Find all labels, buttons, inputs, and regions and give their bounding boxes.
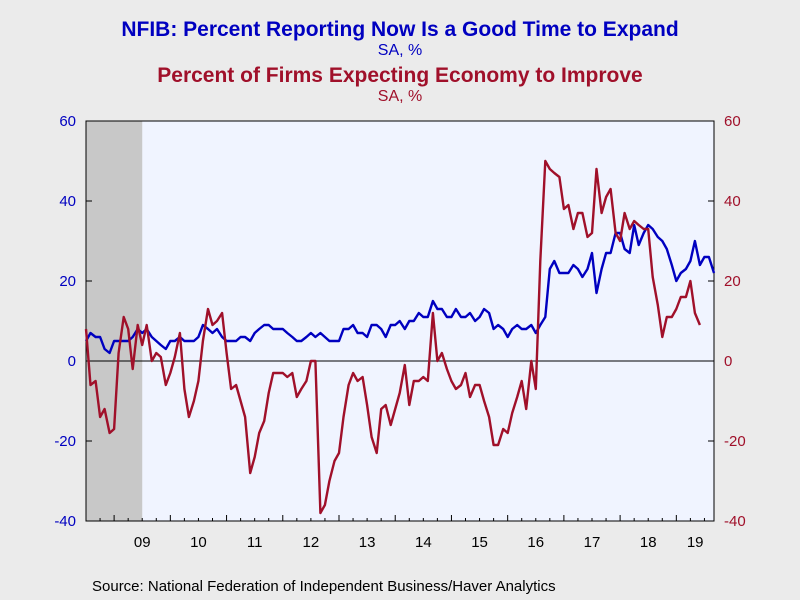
x-tick-label: 11	[247, 534, 263, 551]
y-left-tick-label: -40	[54, 513, 76, 530]
series-line-economy	[84, 159, 702, 515]
y-right-tick-label: -40	[724, 513, 746, 530]
chart-subtitle: Percent of Firms Expecting Economy to Im…	[157, 64, 643, 87]
y-right-tick-label: -20	[724, 433, 746, 450]
x-tick-label: 09	[134, 534, 151, 551]
x-tick-label: 10	[190, 534, 207, 551]
x-tick-label: 15	[471, 534, 488, 551]
y-left-tick-label: 60	[59, 113, 76, 130]
recession-shading	[86, 121, 143, 521]
y-left-tick-label: 20	[59, 273, 76, 290]
y-left-tick-label: -20	[54, 433, 76, 450]
y-left-tick-label: 0	[68, 353, 76, 370]
y-left-tick-label: 40	[59, 193, 76, 210]
x-tick-label: 19	[687, 534, 704, 551]
chart-title-units: SA, %	[377, 42, 423, 59]
source-note: Source: National Federation of Independe…	[92, 578, 556, 595]
x-tick-label: 13	[359, 534, 376, 551]
y-right-tick-label: 40	[724, 193, 741, 210]
chart-title: NFIB: Percent Reporting Now Is a Good Ti…	[121, 18, 679, 41]
y-right-tick-label: 60	[724, 113, 741, 130]
x-tick-label: 16	[527, 534, 544, 551]
series-line-expand	[84, 223, 716, 355]
plot-frame	[85, 120, 715, 522]
y-right-tick-label: 0	[724, 353, 732, 370]
x-tick-label: 18	[640, 534, 657, 551]
y-right-tick-label: 20	[724, 273, 741, 290]
x-tick-label: 17	[584, 534, 601, 551]
x-tick-label: 12	[303, 534, 320, 551]
x-tick-label: 14	[415, 534, 432, 551]
chart-subtitle-units: SA, %	[377, 88, 423, 105]
